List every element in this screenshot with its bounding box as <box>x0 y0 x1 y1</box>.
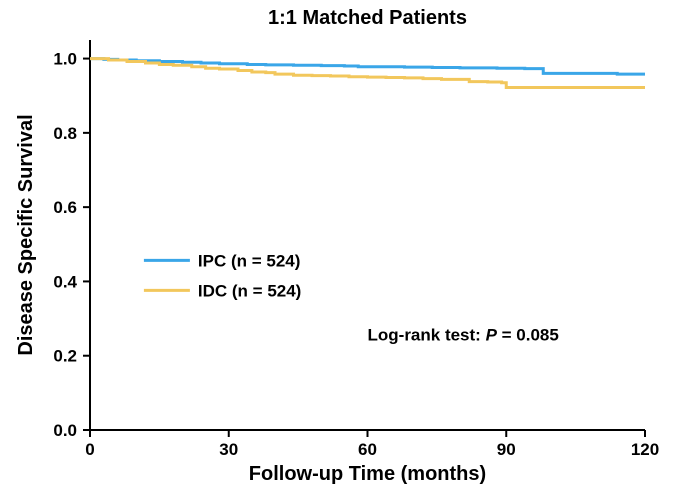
logrank-annotation: Log-rank test: P = 0.085 <box>368 325 559 344</box>
x-tick-label: 0 <box>85 440 94 459</box>
y-tick-label: 0.4 <box>53 272 77 291</box>
legend-label-ipc: IPC (n = 524) <box>198 251 301 270</box>
x-tick-label: 60 <box>358 440 377 459</box>
y-tick-label: 1.0 <box>53 50 77 69</box>
x-axis-label: Follow-up Time (months) <box>249 463 486 485</box>
chart-title: 1:1 Matched Patients <box>268 7 467 29</box>
x-tick-label: 90 <box>497 440 516 459</box>
x-tick-label: 30 <box>219 440 238 459</box>
y-tick-label: 0.6 <box>53 198 77 217</box>
x-tick-label: 120 <box>631 440 659 459</box>
y-axis-label: Disease Specific Survival <box>15 114 37 355</box>
y-tick-label: 0.2 <box>53 347 77 366</box>
km-survival-chart: 0 30 60 90 120 0.0 0.2 0.4 0.6 0.8 1.0 Follow-up Ti… <box>0 0 685 501</box>
y-tick-label: 0.8 <box>53 124 77 143</box>
y-tick-label: 0.0 <box>53 421 77 440</box>
legend-label-idc: IDC (n = 524) <box>198 281 301 300</box>
